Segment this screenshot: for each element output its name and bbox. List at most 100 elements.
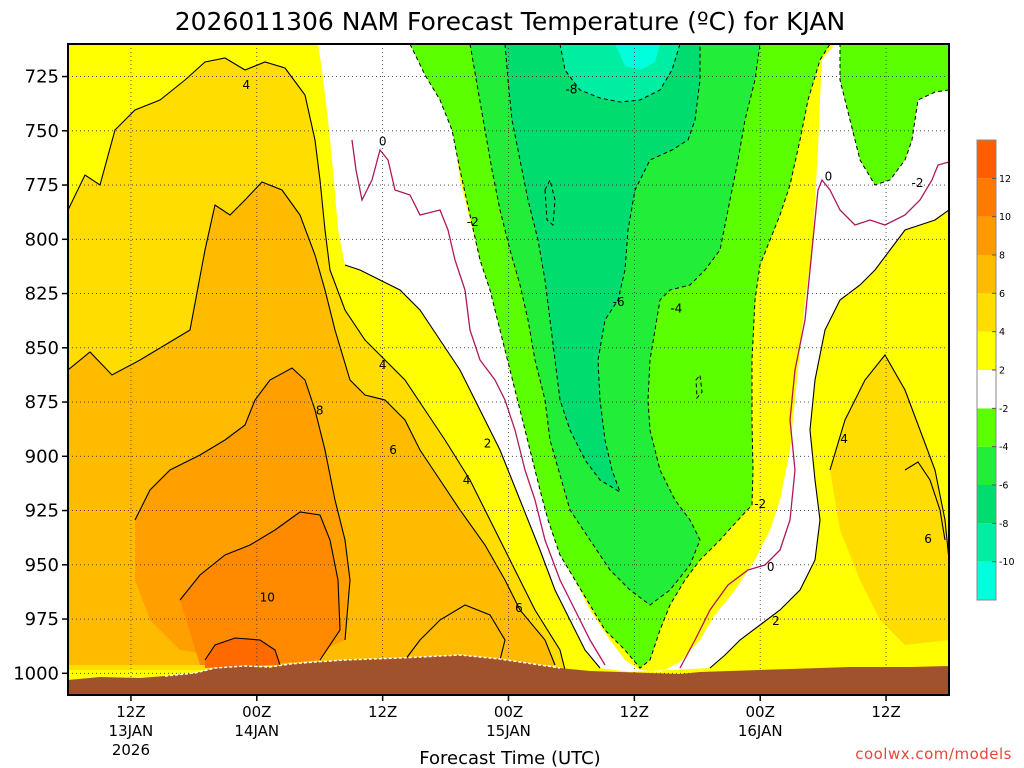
colorbar-label: 10 [999,212,1011,223]
contour-minus4-blob [695,373,703,400]
plot-area [68,44,949,695]
colorbar-label: 2 [999,366,1005,377]
contour-minus2 [409,44,831,669]
contour-labels: 4 0 -8 -2 -6 -4 0 -2 4 8 6 2 4 10 6 4 6 -2 0 2 [242,78,931,628]
colorbar-swatch [977,523,996,562]
contour-0-left [351,139,606,666]
y-axis: 725 750 775 800 825 850 875 900 925 950 975 1000 [13,67,68,684]
contour-6-right [904,461,946,541]
colorbar-swatch [977,485,996,524]
contour-label: 6 [389,443,397,457]
colorbar-swatch [977,255,996,294]
x-tick-date: 14JAN [234,722,279,740]
band-minus10-or-colder [615,44,660,70]
terrain-edge [164,654,561,677]
colorbar-swatch [977,408,996,447]
y-tick-label: 825 [25,284,59,305]
contour-10 [179,511,341,661]
y-tick-label: 875 [25,392,59,413]
negative-contours [409,44,949,669]
credit-text: coolwx.com/models [855,745,1012,763]
colorbar-label: -8 [999,519,1008,530]
contour-label: -4 [670,302,682,316]
colorbar-swatch [977,331,996,370]
band-4-to-6-right [830,355,949,645]
contour-minus2-right [839,44,949,186]
band-over-12 [205,638,280,668]
contour-4 [68,57,566,671]
contour-0-right [679,161,949,669]
contour-label: 8 [316,404,324,418]
contour-label: 10 [260,590,275,604]
terrain [68,655,949,695]
contour-label: -2 [467,215,479,229]
contour-lines [68,57,949,671]
x-tick-label: 00Z [242,703,271,721]
contour-label: -8 [565,83,577,97]
x-tick-label: 12Z [620,703,649,721]
contour-label: 2 [772,614,780,628]
y-tick-label: 800 [25,229,59,250]
colorbar-swatch [977,370,996,409]
band-minus2-to-2 [318,44,949,672]
x-tick-label: 00Z [494,703,523,721]
band-minus8-to-minus6 [505,44,700,492]
colorbar-label: 6 [999,289,1005,300]
band-10-to-12 [180,512,340,665]
colorbar-label: -4 [999,442,1008,453]
contour-label: 2 [484,436,492,450]
x-tick-date: 15JAN [486,722,531,740]
y-tick-label: 725 [25,67,59,88]
colorbar-swatch [977,216,996,255]
contour-label: 6 [515,601,523,615]
band-minus4-to-minus2-right [840,44,949,185]
y-tick-label: 950 [25,555,59,576]
contour-minus8 [559,44,681,103]
contour-minus4 [469,44,761,606]
contour-8 [134,367,351,641]
contour-6-mid [404,604,506,661]
x-tick-label: 12Z [368,703,397,721]
x-axis-label: Forecast Time (UTC) [419,748,600,768]
contour-12 [204,637,281,666]
contour-2-right [709,209,949,669]
x-tick-year: 2026 [112,741,150,759]
zero-contours [351,139,949,669]
colorbar-swatch [977,446,996,485]
contour-label: 0 [767,560,775,574]
contour-minus6 [504,44,701,494]
y-tick-label: 850 [25,338,59,359]
colorbar-label: -10 [999,557,1015,568]
colorbar-swatch [977,178,996,217]
contour-label: 4 [463,473,471,487]
contour-label: 4 [840,432,848,446]
y-tick-label: 975 [25,609,59,630]
colorbar-label: 12 [999,174,1011,185]
contour-label: -2 [754,497,766,511]
contour-label: 4 [379,358,387,372]
colorbar-label: 8 [999,251,1005,262]
contour-2-left [344,264,601,669]
contour-label: 0 [379,135,387,149]
x-tick-label: 00Z [746,703,775,721]
chart-title: 2026011306 NAM Forecast Temperature (ºC)… [175,7,846,36]
colorbar: -10 -8 -6 -4 -2 2 4 6 8 10 12 [976,139,1015,601]
contour-6 [68,181,556,666]
x-tick-date: 16JAN [738,722,783,740]
colorbar-label: 4 [999,327,1005,338]
y-tick-label: 775 [25,175,59,196]
x-tick-label: 12Z [871,703,900,721]
contour-label: -6 [613,295,625,309]
contour-label: -2 [912,176,924,190]
colorbar-swatch [977,140,996,179]
colorbar-label: -2 [999,404,1008,415]
y-tick-label: 1000 [13,663,59,684]
x-tick-date: 13JAN [109,722,154,740]
y-tick-label: 900 [25,446,59,467]
colorbar-swatch [977,293,996,332]
contour-4-right [829,354,949,561]
contour-label: 4 [242,78,250,92]
colorbar-label: -6 [999,481,1008,492]
